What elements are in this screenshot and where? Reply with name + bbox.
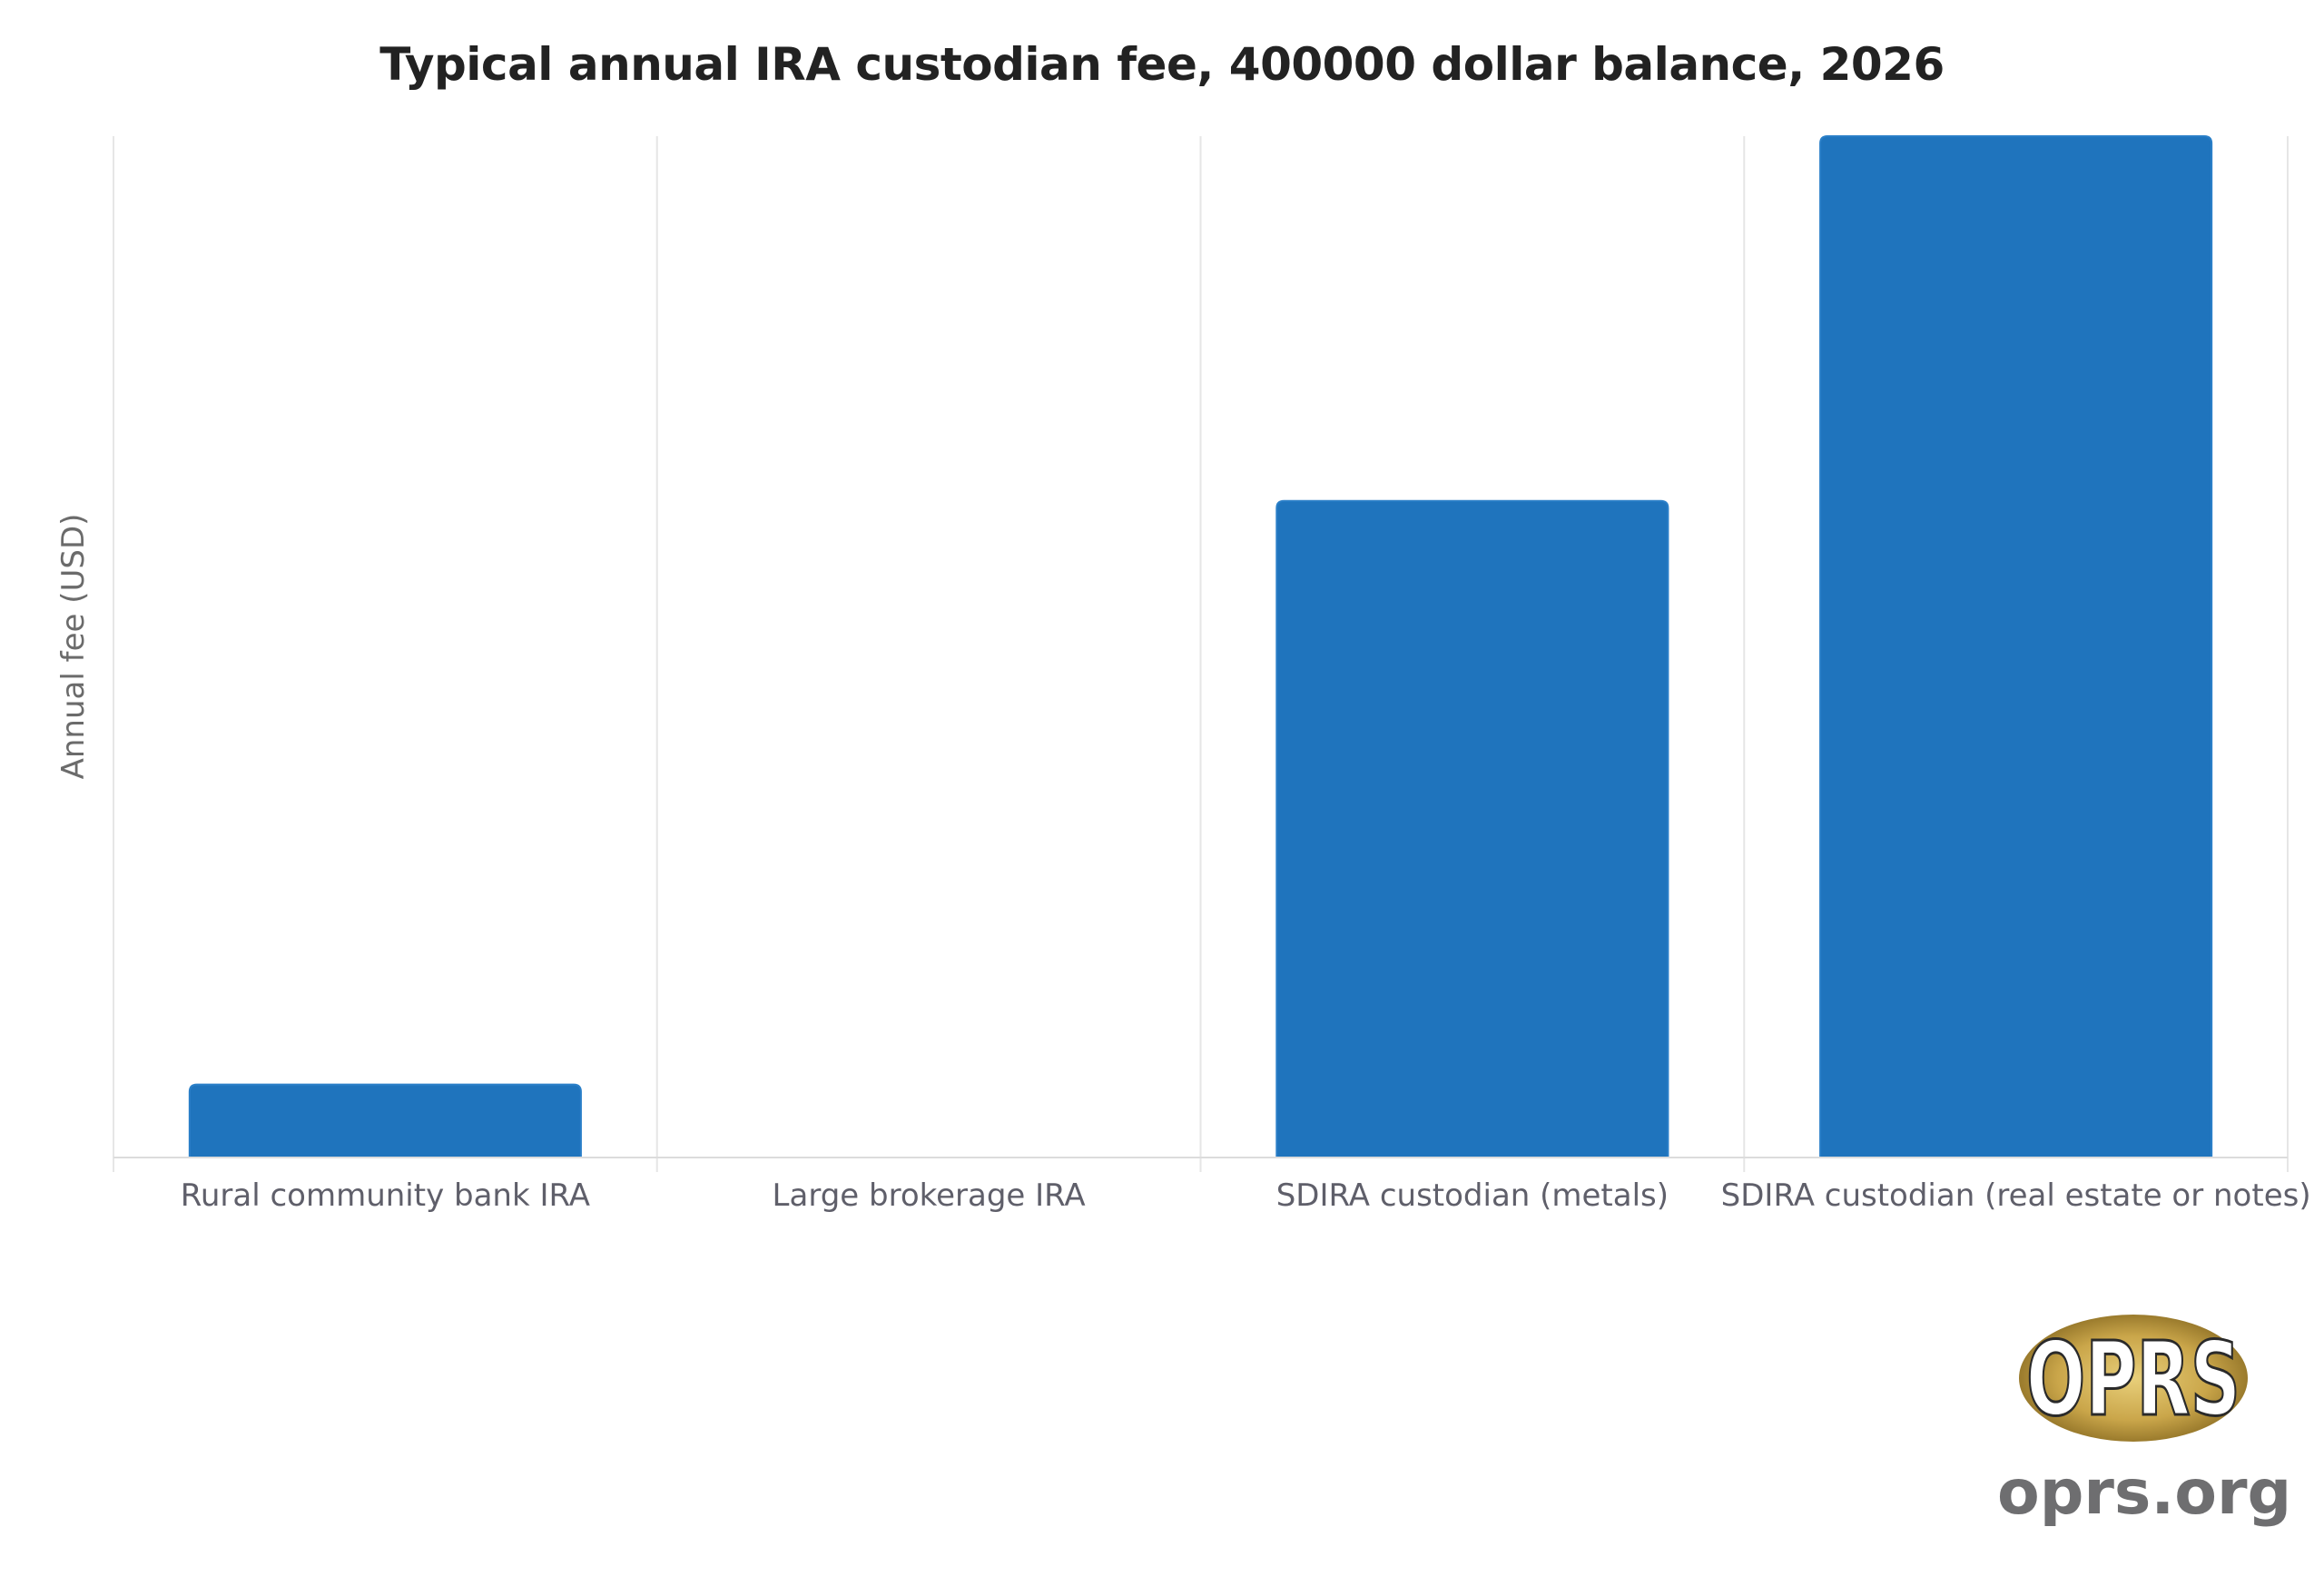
oprs-logo: OPRS oprs.org <box>1997 1298 2292 1562</box>
bar <box>1275 499 1669 1158</box>
x-tick-label: SDIRA custodian (real estate or notes) <box>1721 1177 2311 1214</box>
grid-lines <box>113 136 2289 1172</box>
x-tick-label: SDIRA custodian (metals) <box>1276 1177 1669 1214</box>
chart-title: Typical annual IRA custodian fee, 400000… <box>379 38 1945 91</box>
bar <box>1819 135 2213 1158</box>
logo-url: oprs.org <box>1997 1457 2292 1529</box>
x-tick-label: Rural community bank IRA <box>181 1177 590 1214</box>
oprs-badge-icon: OPRS <box>2019 1315 2248 1442</box>
bar <box>188 1083 582 1158</box>
x-tick-labels: Rural community bank IRA Large brokerage … <box>181 1177 2311 1214</box>
bars <box>188 135 2213 1158</box>
x-tick-label: Large brokerage IRA <box>773 1177 1086 1214</box>
svg-text:OPRS: OPRS <box>2026 1321 2240 1439</box>
